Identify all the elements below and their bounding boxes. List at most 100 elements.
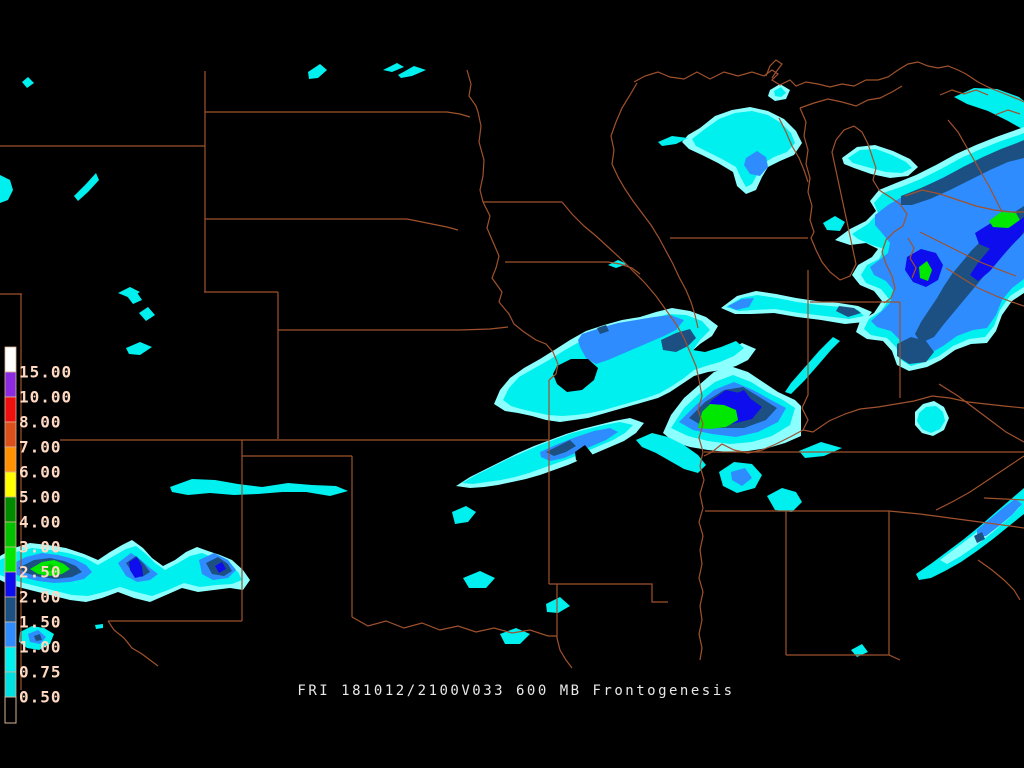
contour-polygon-dodger <box>977 499 1022 537</box>
map-border-line <box>482 201 559 381</box>
contour-polygon-cyan <box>95 624 103 629</box>
map-border-line <box>904 189 1024 213</box>
contour-polygon-cyan <box>127 291 142 304</box>
map-border-line <box>556 584 573 669</box>
contour-polygon-navy <box>897 337 934 364</box>
contour-polygon-bg <box>575 445 593 466</box>
legend-label: 8.00 <box>19 413 62 432</box>
map-border-line <box>351 616 557 637</box>
map-border-line <box>801 270 809 431</box>
contour-polygon-cyan <box>823 216 845 231</box>
map-border-line <box>205 218 459 231</box>
contour-polygon-cyan <box>170 479 348 496</box>
map-border-line <box>278 326 509 331</box>
contour-polygon-cyan <box>851 644 868 657</box>
legend-label: 0.75 <box>19 663 62 682</box>
map-border-line <box>802 395 1024 433</box>
contour-polygon-navy <box>597 325 609 334</box>
contour-polygon-cyan <box>799 442 842 458</box>
map-border-line <box>799 85 903 109</box>
contour-polygon-cyan <box>954 88 1024 130</box>
legend-cell-0.75 <box>4 646 17 673</box>
map-border-line <box>935 455 1024 511</box>
legend-cell-0.50 <box>4 671 17 698</box>
map-border-line <box>977 559 1021 601</box>
map-border-line <box>205 111 471 118</box>
legend-cell-1.50 <box>4 596 17 623</box>
map-border-line <box>107 620 159 667</box>
contour-polygon-cyan <box>767 488 802 512</box>
contour-polygon-cyan <box>463 571 495 588</box>
contour-polygon-cyan <box>398 66 426 78</box>
map-border-line <box>994 109 1021 116</box>
legend-cell-10.00 <box>4 371 17 398</box>
map-border-line <box>799 107 908 304</box>
contour-polygon-cyan <box>848 149 912 173</box>
map-border-line <box>561 201 705 661</box>
contour-polygon-green <box>919 261 932 281</box>
map-border-line <box>938 383 1024 443</box>
contour-polygon-dodger <box>728 298 754 310</box>
legend-cell-5.00 <box>4 471 17 498</box>
contour-polygon-navy <box>974 532 985 543</box>
legend-label: 15.00 <box>19 363 72 382</box>
map-border-line <box>703 429 804 457</box>
legend-cell-7.00 <box>4 421 17 448</box>
legend-cell-8.00 <box>4 396 17 423</box>
contour-polygon-dodger <box>731 468 752 486</box>
contour-polygon-blue <box>735 390 750 418</box>
map-border-line <box>983 497 1024 501</box>
map-border-line <box>549 583 668 603</box>
map-border-line <box>610 82 699 329</box>
legend-label: 4.00 <box>19 513 62 532</box>
map-border-line <box>907 237 917 279</box>
contour-polygon-navy <box>546 440 576 456</box>
contour-polygon-dodger <box>744 151 768 176</box>
contour-polygon-cyan <box>785 337 840 394</box>
map-border-line <box>919 231 1017 277</box>
contour-polygon-cyan <box>726 295 864 319</box>
legend-cell-6.00 <box>4 446 17 473</box>
legend-label: 3.00 <box>19 538 62 557</box>
contour-polygon-cyan <box>658 136 688 146</box>
contour-polygon-cyan <box>774 87 786 97</box>
legend-label: 1.50 <box>19 613 62 632</box>
contour-polygon-cyan <box>917 406 945 433</box>
legend-cell-2.50 <box>4 546 17 573</box>
legend-cell-3.00 <box>4 521 17 548</box>
legend-label: 0.50 <box>19 688 62 707</box>
map-border-line <box>939 89 989 96</box>
contour-polygon-mgreen <box>40 564 58 571</box>
legend-cell-4.00 <box>4 496 17 523</box>
map-border-line <box>778 117 809 183</box>
contour-polygon-navy <box>34 634 42 641</box>
contour-polygon-cyan <box>139 307 155 321</box>
legend-label: 1.00 <box>19 638 62 657</box>
map-border-line <box>945 267 1024 307</box>
color-scale-legend: 15.00 10.00 8.00 7.00 6.00 5.00 4.00 3.00 2.50 2.… <box>4 346 72 724</box>
map-border-line <box>765 59 783 79</box>
contour-polygon-bg <box>553 359 598 392</box>
contour-polygon-blue <box>215 562 226 573</box>
contour-polygon-cyan <box>916 488 1024 580</box>
contour-polygon-cyan <box>546 597 570 613</box>
contour-polygon-cyan <box>74 173 99 201</box>
contour-polygon-cyan <box>452 506 476 524</box>
contour-polygon-green <box>989 212 1021 228</box>
contour-polygon-cyan <box>0 175 13 203</box>
map-border-line <box>786 654 901 661</box>
contour-polygon-navy <box>901 140 1024 205</box>
state-borders-layer <box>0 59 1024 690</box>
legend-cell-2.00 <box>4 571 17 598</box>
contour-polygon-blue <box>970 217 1024 281</box>
legend-cell-1.00 <box>4 621 17 648</box>
legend-cell-15.00 <box>4 346 17 373</box>
legend-label: 10.00 <box>19 388 72 407</box>
contour-polygon-cyan <box>22 77 34 88</box>
contour-polygon-blue <box>129 557 143 578</box>
map-border-line <box>505 261 641 275</box>
contour-polygon-green <box>698 404 738 429</box>
legend-label: 2.00 <box>19 588 62 607</box>
